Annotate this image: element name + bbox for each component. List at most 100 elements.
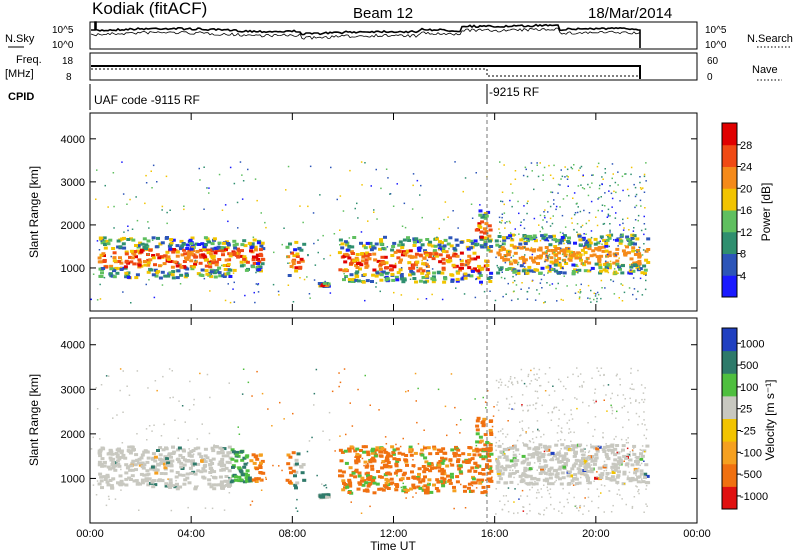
echo-cell — [522, 261, 527, 264]
echo-cell — [201, 467, 206, 471]
scatter-point — [538, 377, 540, 379]
nsky-trace — [91, 21, 641, 48]
scatter-point — [631, 263, 633, 266]
echo-cell — [573, 241, 577, 245]
scatter-point — [244, 294, 246, 297]
scatter-point — [610, 452, 613, 455]
scatter-point — [513, 512, 515, 515]
echo-cell — [114, 452, 119, 455]
echo-cell — [286, 255, 291, 259]
echo-cell — [627, 243, 632, 247]
echo-cell — [124, 274, 129, 278]
scatter-point — [499, 232, 501, 234]
scatter-point — [560, 448, 562, 450]
station-title: Kodiak (fitACF) — [92, 0, 207, 18]
echo-cell — [555, 239, 560, 242]
scatter-point — [539, 162, 541, 164]
echo-cell — [342, 481, 346, 485]
echo-cell — [116, 239, 121, 243]
echo-cell — [615, 247, 620, 251]
echo-cell — [208, 265, 213, 269]
echo-cell — [495, 458, 499, 462]
echo-cell — [552, 454, 557, 458]
echo-cell — [175, 254, 180, 258]
scatter-point — [287, 262, 289, 264]
echo-cell — [561, 457, 566, 461]
scatter-point — [573, 431, 575, 434]
echo-cell — [138, 260, 143, 264]
scatter-point — [513, 408, 515, 411]
scatter-point — [630, 269, 632, 271]
echo-cell — [134, 276, 139, 280]
echo-cell — [532, 260, 537, 264]
echo-cell — [340, 474, 345, 478]
echo-cell — [536, 456, 541, 460]
echo-cell — [427, 255, 432, 259]
echo-cell — [483, 240, 488, 244]
echo-cell — [594, 453, 599, 457]
echo-cell — [235, 253, 240, 257]
scatter-point — [595, 216, 597, 218]
echo-cell — [124, 483, 129, 487]
echo-cell — [337, 251, 342, 255]
echo-cell — [407, 261, 412, 265]
echo-cell — [635, 456, 640, 459]
scatter-point — [605, 260, 607, 262]
echo-cell — [428, 469, 433, 473]
scatter-point — [583, 209, 585, 212]
echo-cell — [144, 477, 149, 481]
echo-cell — [469, 274, 474, 278]
echo-cell — [472, 251, 477, 255]
echo-cell — [538, 256, 543, 260]
scatter-point — [570, 440, 572, 443]
scatter-point — [232, 288, 234, 290]
echo-cell — [461, 460, 466, 464]
echo-cell — [111, 477, 116, 481]
echo-cell — [406, 236, 410, 240]
scatter-point — [317, 239, 319, 241]
echo-cell — [245, 479, 250, 483]
echo-cell — [250, 242, 255, 246]
scatter-point — [543, 450, 546, 453]
echo-cell — [126, 275, 131, 279]
echo-cell — [427, 478, 432, 482]
echo-cell — [379, 238, 383, 242]
echo-cell — [617, 462, 622, 466]
echo-cell — [641, 480, 646, 484]
echo-cell — [183, 478, 188, 482]
echo-cell — [521, 479, 526, 483]
scatter-point — [286, 256, 288, 258]
echo-cell — [630, 463, 635, 467]
scatter-point — [443, 218, 445, 221]
echo-cell — [164, 482, 169, 486]
scatter-point — [633, 183, 635, 186]
scatter-point — [552, 215, 554, 217]
scatter-point — [183, 208, 185, 211]
echo-cell — [106, 483, 111, 487]
echo-cell — [525, 247, 529, 251]
scatter-point — [565, 388, 567, 390]
scatter-point — [631, 505, 634, 508]
echo-cell — [426, 270, 431, 274]
scatter-point — [602, 178, 604, 180]
scatter-point — [136, 219, 139, 222]
echo-cell — [437, 463, 442, 467]
scatter-point — [95, 494, 98, 496]
echo-cell — [554, 269, 559, 273]
echo-cell — [531, 482, 536, 486]
echo-cell — [474, 228, 479, 232]
scatter-point — [574, 397, 576, 399]
echo-cell — [365, 488, 370, 492]
scatter-point — [363, 464, 365, 467]
scatter-point — [148, 279, 150, 281]
scatter-point — [503, 453, 506, 455]
echo-cell — [408, 266, 413, 270]
echo-cell — [169, 241, 174, 245]
echo-cell — [347, 491, 352, 494]
echo-cell — [456, 458, 461, 462]
echo-cell — [590, 455, 595, 458]
echo-cell — [248, 479, 253, 483]
scatter-point — [287, 284, 290, 286]
echo-cell — [202, 247, 206, 251]
scatter-point — [590, 464, 593, 466]
